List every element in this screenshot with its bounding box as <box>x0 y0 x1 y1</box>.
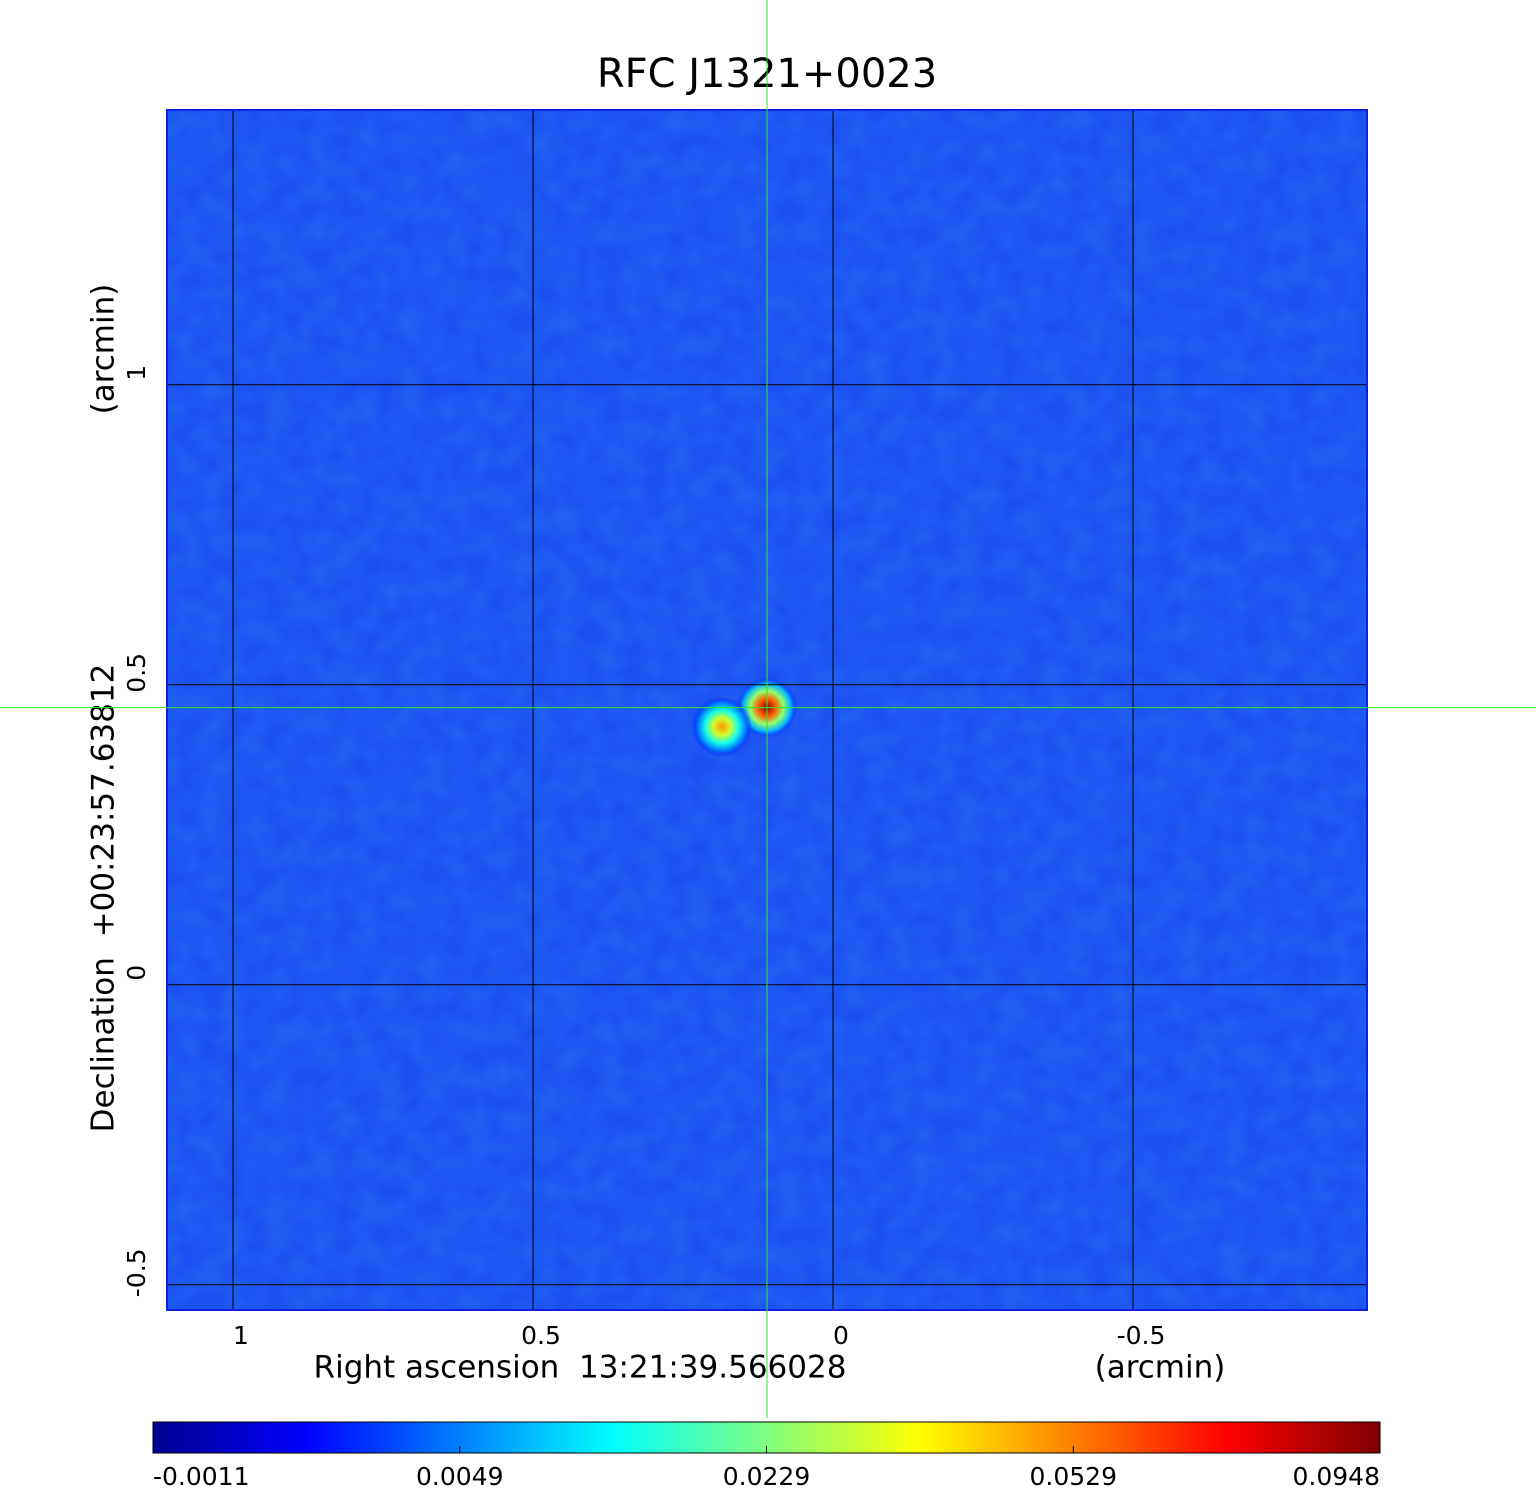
colorbar-tick-label: 0.0948 <box>1293 1462 1380 1491</box>
colorbar-tick-label: 0.0529 <box>1030 1462 1117 1491</box>
y-tick-label: 0.5 <box>122 653 151 693</box>
colorbar-tick-label: -0.0011 <box>153 1462 250 1491</box>
colorbar-tick-label: 0.0229 <box>723 1462 810 1491</box>
x-tick-label: 0 <box>833 1321 849 1350</box>
y-tick-label: 1 <box>122 365 151 381</box>
y-tick-label: -0.5 <box>122 1248 151 1297</box>
y-tick-label: 0 <box>122 965 151 981</box>
x-tick-label: 1 <box>233 1321 249 1350</box>
x-axis-label: Right ascension 13:21:39.566028 <box>314 1350 847 1386</box>
x-axis-unit: (arcmin) <box>1095 1350 1226 1386</box>
colorbar-tick-label: 0.0049 <box>416 1462 503 1491</box>
y-axis-unit: (arcmin) <box>86 284 122 415</box>
source <box>692 696 752 757</box>
y-axis-label: Declination +00:23:57.63812 <box>86 664 122 1133</box>
x-tick-label: -0.5 <box>1117 1321 1166 1350</box>
x-tick-label: 0.5 <box>521 1321 561 1350</box>
